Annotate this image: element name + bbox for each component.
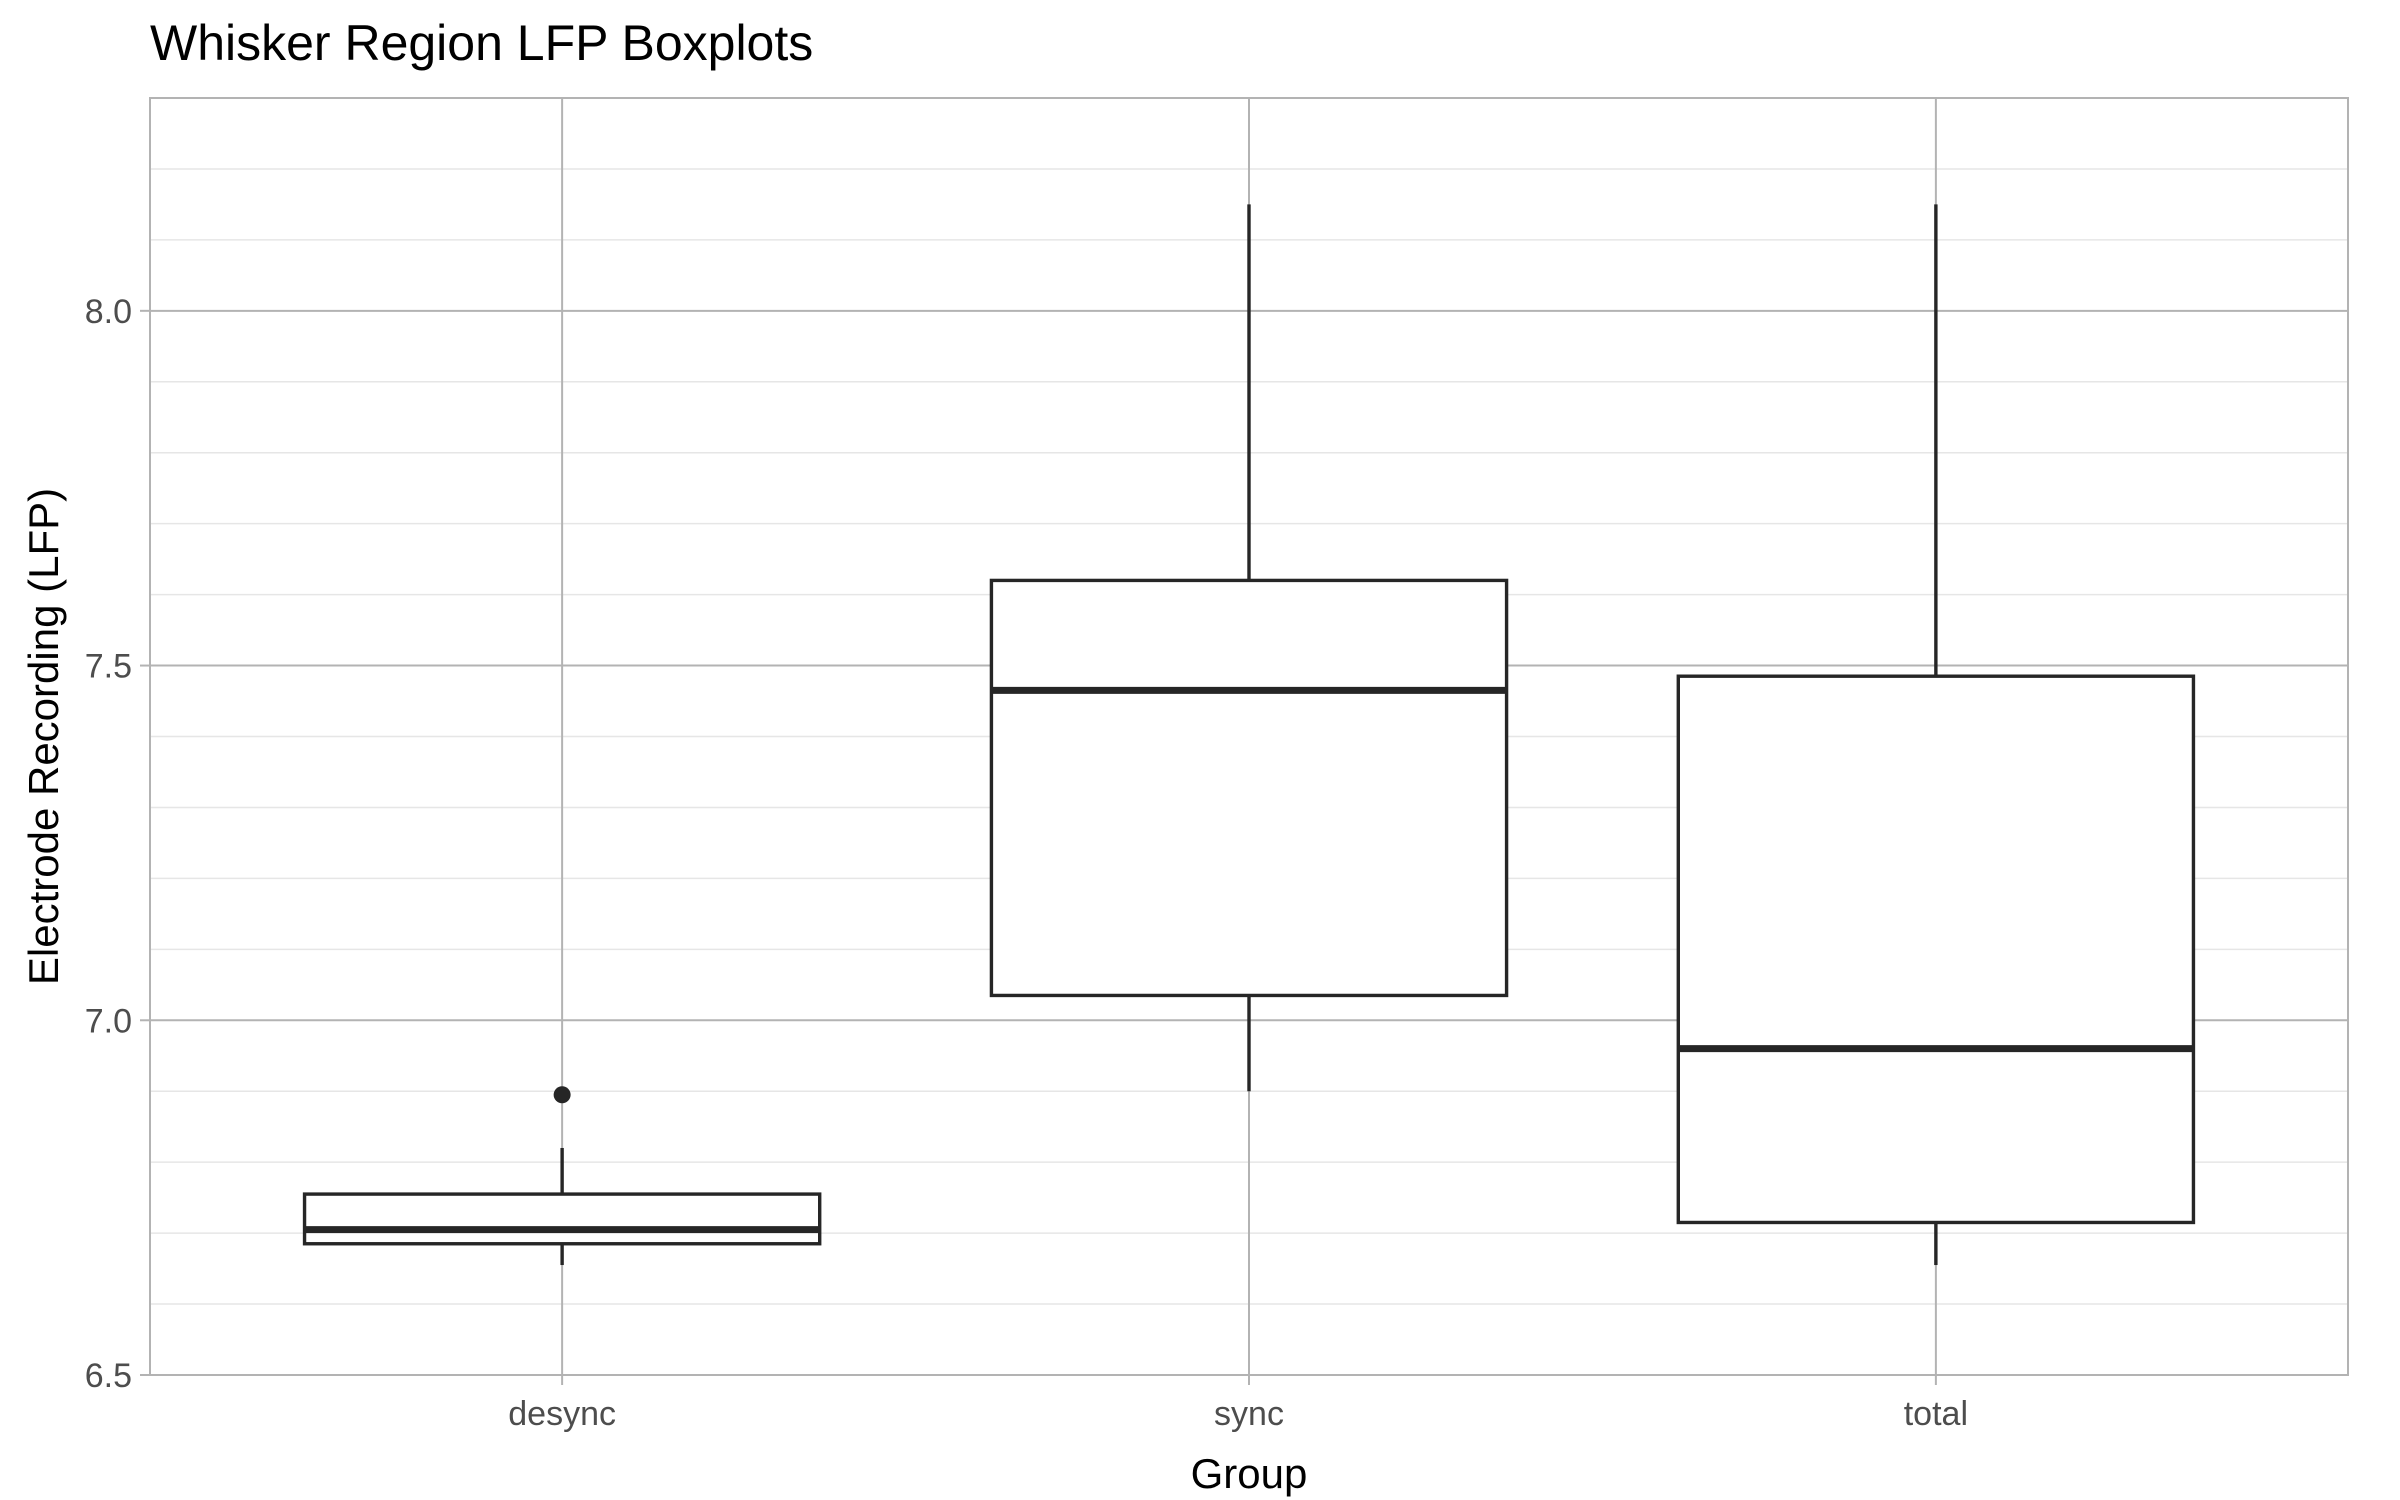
y-tick-label: 7.5	[85, 648, 132, 686]
y-tick-label: 8.0	[85, 293, 132, 331]
y-tick-label: 6.5	[85, 1357, 132, 1395]
x-tick-label: total	[1904, 1395, 1968, 1433]
box-total	[1676, 204, 2196, 1266]
chart-title: Whisker Region LFP Boxplots	[150, 15, 813, 71]
x-tick-label: sync	[1214, 1395, 1284, 1433]
interquartile-box	[989, 578, 1509, 998]
box-desync	[302, 1086, 822, 1266]
x-axis-title: Group	[1191, 1450, 1308, 1497]
x-axis-ticks: desync sync total	[508, 1375, 1968, 1433]
y-tick-label: 7.0	[85, 1002, 132, 1040]
interquartile-box	[1676, 674, 2196, 1225]
boxes	[302, 204, 2196, 1266]
y-axis-title: Electrode Recording (LFP)	[20, 488, 67, 985]
interquartile-box	[302, 1192, 822, 1246]
outlier-point	[553, 1086, 571, 1104]
box-sync	[989, 204, 1509, 1092]
x-tick-label: desync	[508, 1395, 616, 1433]
y-axis-ticks: 6.5 7.0 7.5 8.0	[85, 293, 150, 1395]
